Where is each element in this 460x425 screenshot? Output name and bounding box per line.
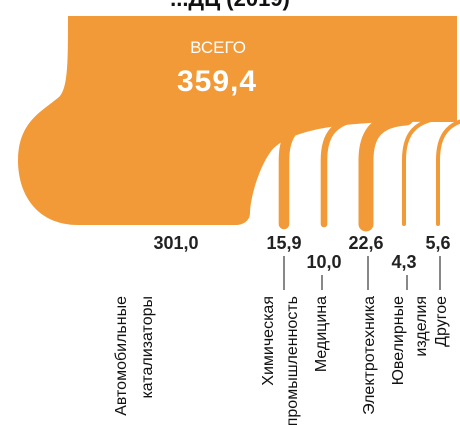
category-label-automotive-catalysts-line-2: катализаторы	[139, 296, 156, 399]
value-label-automotive-catalysts: 301,0	[153, 233, 198, 253]
category-labels: 301,0 Автомобильные катализаторы 15,9 Химиче…	[113, 233, 450, 425]
flow-automotive-catalysts	[18, 16, 457, 225]
flow-chemical-industry	[278, 112, 330, 230]
flow-strands	[278, 110, 460, 232]
category-label-electrical-line-1: Электротехника	[361, 296, 378, 415]
category-label-jewelry-line-1: Ювелирные	[390, 296, 407, 385]
value-label-jewelry: 4,3	[391, 252, 416, 272]
flow-jewelry	[402, 116, 446, 226]
value-label-other: 5,6	[425, 233, 450, 253]
total-label: ВСЕГО	[190, 38, 246, 57]
flow-medicine	[320, 114, 368, 228]
category-label-medicine-line-1: Медицина	[313, 296, 330, 372]
total-value: 359,4	[177, 65, 257, 98]
value-label-chemical-industry: 15,9	[266, 233, 301, 253]
category-label-jewelry-line-2: изделия	[413, 296, 430, 357]
category-label-other-line-1: Другое	[433, 296, 450, 347]
value-label-medicine: 10,0	[306, 252, 341, 272]
category-label-chemical-industry-line-2: промышленность	[284, 296, 301, 425]
chart-title: ...ДЦ (2019)	[170, 0, 290, 11]
value-label-electrical: 22,6	[348, 233, 383, 253]
category-label-automotive-catalysts-line-1: Автомобильные	[113, 296, 130, 416]
category-label-chemical-industry-line-1: Химическая	[260, 296, 277, 386]
flow-other	[436, 119, 460, 226]
flow-electrical	[358, 110, 414, 232]
